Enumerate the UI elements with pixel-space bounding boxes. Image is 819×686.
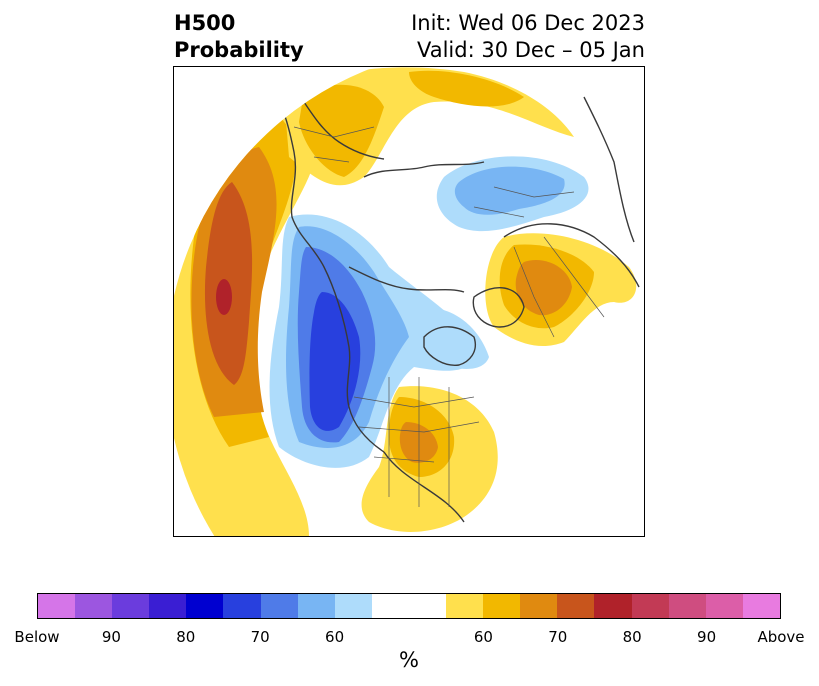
colorbar-tick-label: 90	[101, 628, 121, 646]
title-product: Probability	[174, 38, 304, 62]
colorbar-unit-label: %	[399, 648, 419, 672]
colorbar-cell	[705, 594, 743, 618]
colorbar-cell	[594, 594, 632, 618]
colorbar-tick-label: 70	[548, 628, 568, 646]
colorbar-cell	[223, 594, 261, 618]
init-date: Init: Wed 06 Dec 2023	[411, 11, 645, 35]
colorbar-cell	[371, 594, 409, 618]
western-na-below-region	[269, 214, 479, 468]
colorbar-cell	[186, 594, 224, 618]
colorbar-cell	[520, 594, 558, 618]
colorbar-cell	[75, 594, 113, 618]
colorbar-tick-label: 70	[250, 628, 270, 646]
title-variable: H500	[174, 11, 236, 35]
colorbar-tick-label: 60	[473, 628, 493, 646]
colorbar-tick-label: Above	[757, 628, 805, 646]
colorbar-cell	[112, 594, 150, 618]
coastlines	[268, 81, 640, 523]
map-dates: Init: Wed 06 Dec 2023 Valid: 30 Dec – 05…	[411, 10, 645, 64]
colorbar-cell	[408, 594, 447, 618]
hudson-bay-below-region	[422, 307, 489, 369]
colorbar-tick-label: 80	[622, 628, 642, 646]
colorbar-tick-label: 80	[176, 628, 196, 646]
colorbar-cell	[149, 594, 187, 618]
valid-date: Valid: 30 Dec – 05 Jan	[416, 38, 645, 62]
colorbar-tick-label: Below	[14, 628, 60, 646]
colorbar-cell	[557, 594, 595, 618]
colorbar-cell	[446, 594, 484, 618]
colorbar-cell	[297, 594, 335, 618]
probability-map	[173, 66, 645, 537]
colorbar-cell	[334, 594, 372, 618]
colorbar-cell	[668, 594, 706, 618]
colorbar-tick-label: 60	[325, 628, 345, 646]
colorbar-cell	[483, 594, 521, 618]
borders	[293, 126, 605, 507]
north-pacific-above-region	[174, 105, 318, 536]
colorbar-cell	[631, 594, 669, 618]
colorbar-tick-label: 90	[697, 628, 717, 646]
colorbar-cell	[260, 594, 298, 618]
colorbar-cell	[742, 594, 780, 618]
colorbar	[37, 593, 781, 619]
polar-map-svg	[174, 67, 644, 536]
colorbar-cell	[38, 594, 76, 618]
map-title: H500 Probability	[174, 10, 304, 64]
